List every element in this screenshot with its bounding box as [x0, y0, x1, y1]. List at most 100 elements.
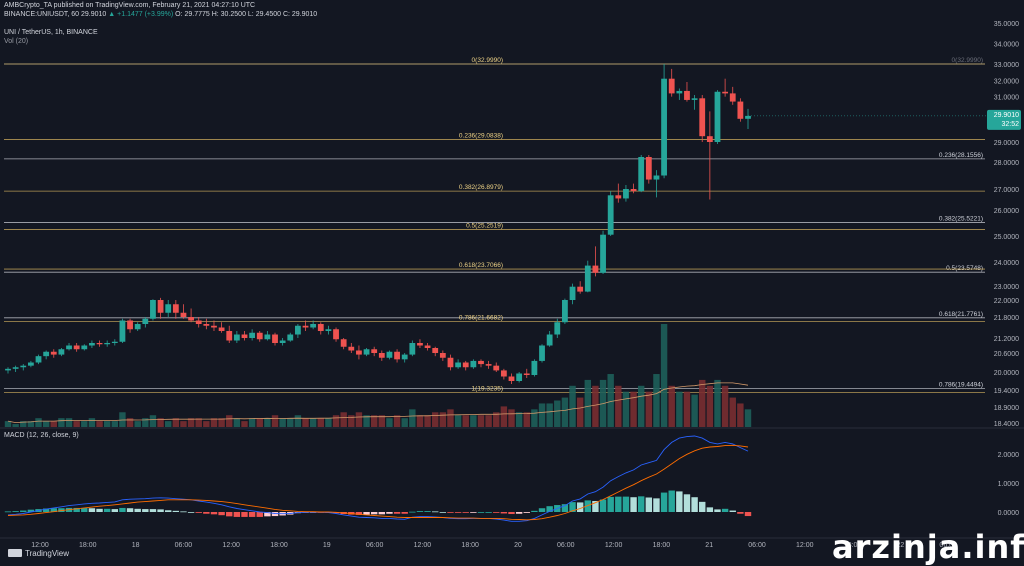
- candle-body: [607, 195, 614, 235]
- macd-histogram-bar: [172, 510, 180, 512]
- price-tick-label: 18.4000: [994, 421, 1019, 428]
- candle-body: [546, 334, 553, 346]
- volume-bar: [615, 385, 622, 427]
- macd-histogram-bar: [264, 512, 271, 517]
- volume-bar: [584, 379, 591, 427]
- candle-body: [363, 349, 370, 355]
- volume-bar: [187, 418, 195, 427]
- time-tick-label: 12:00: [605, 542, 623, 549]
- volume-bar: [462, 415, 469, 427]
- candle-body: [81, 345, 88, 350]
- volume-bar: [12, 424, 19, 427]
- candle-body: [409, 343, 416, 355]
- fib-label-yellow: 0.618(23.7066): [459, 262, 503, 269]
- price-badge: [987, 109, 1021, 130]
- candle-body: [417, 343, 423, 346]
- candle-body: [249, 332, 256, 338]
- quote-prefix: BINANCE:UNIUSDT, 60 29.9010: [4, 11, 109, 18]
- macd-histogram-bar: [493, 512, 500, 513]
- macd-histogram-bar: [607, 496, 614, 512]
- candle-body: [43, 351, 50, 357]
- macd-histogram-bar: [203, 512, 210, 514]
- macd-histogram-bar: [645, 497, 653, 512]
- volume-bar: [157, 418, 164, 427]
- candle-body: [172, 304, 179, 313]
- macd-histogram-bar: [508, 512, 515, 515]
- candle-body: [165, 304, 172, 313]
- macd-histogram-bar: [653, 498, 660, 512]
- volume-bar: [264, 418, 271, 427]
- candle-body: [539, 345, 545, 361]
- candle-body: [676, 90, 683, 94]
- volume-bar: [477, 415, 485, 427]
- candle-body: [241, 334, 248, 338]
- candle-body: [478, 360, 484, 365]
- macd-histogram-bar: [699, 501, 706, 512]
- candle-body: [302, 325, 309, 328]
- candle-body: [691, 98, 698, 100]
- fib-label-yellow: 0(32.9990): [472, 57, 503, 64]
- candle-body: [645, 157, 652, 180]
- volume-bar: [523, 412, 530, 427]
- brand-label: TradingView: [25, 549, 70, 558]
- price-tick-label: 31.0000: [994, 95, 1019, 102]
- volume-bar: [81, 421, 88, 427]
- volume-bar: [103, 421, 111, 427]
- macd-histogram-bar: [523, 512, 530, 513]
- volume-bar: [88, 418, 96, 427]
- macd-histogram-bar: [683, 494, 691, 512]
- volume-bar: [546, 403, 553, 427]
- candle-body: [623, 189, 629, 199]
- price-tick-label: 21.8000: [994, 315, 1019, 322]
- candle-body: [432, 348, 439, 353]
- candle-body: [424, 345, 431, 348]
- macd-histogram-bar: [462, 512, 469, 513]
- fib-label-white: 0(32.9990): [952, 57, 983, 64]
- macd-histogram-bar: [729, 510, 736, 512]
- volume-bar: [592, 385, 599, 427]
- tradingview-brand[interactable]: TradingView: [8, 549, 69, 558]
- price-tick-label: 32.0000: [994, 78, 1019, 85]
- volume-bar: [165, 421, 172, 427]
- volume-bar: [401, 418, 408, 427]
- candle-body: [401, 354, 408, 360]
- volume-bar: [691, 394, 698, 427]
- macd-histogram-bar: [363, 512, 370, 515]
- candle-body: [447, 357, 454, 368]
- volume-bar: [515, 412, 523, 427]
- volume-bar: [424, 415, 431, 427]
- candle-body: [493, 365, 500, 371]
- macd-histogram-bar: [721, 508, 729, 512]
- macd-indicator-label[interactable]: MACD (12, 26, close, 9): [4, 432, 79, 439]
- price-tick-label: 27.0000: [994, 187, 1019, 194]
- volume-bar: [348, 415, 355, 427]
- volume-bar: [607, 374, 614, 427]
- volume-bar: [340, 412, 347, 427]
- volume-bar: [416, 415, 424, 427]
- macd-histogram-bar: [599, 499, 607, 512]
- volume-bar: [203, 421, 210, 427]
- candle-body: [516, 373, 523, 381]
- macd-histogram-bar: [668, 490, 675, 512]
- candle-body: [554, 322, 561, 335]
- time-tick-label: 18:00: [79, 542, 97, 549]
- candle-body: [348, 346, 355, 351]
- macd-histogram-bar: [660, 492, 668, 512]
- candle-body: [729, 93, 736, 102]
- volume-indicator-label[interactable]: Vol (20): [4, 38, 29, 45]
- volume-bar: [500, 406, 508, 427]
- time-tick-label: 06:00: [939, 542, 957, 549]
- macd-histogram-bar: [637, 496, 645, 512]
- time-tick-label: 12:00: [222, 542, 240, 549]
- fib-label-white: 0.786(19.4494): [939, 382, 983, 389]
- macd-tick-label: 1.0000: [998, 481, 1020, 488]
- candle-body: [218, 327, 225, 331]
- time-tick-label: 12:00: [414, 542, 432, 549]
- volume-bar: [271, 415, 279, 427]
- candle-body: [73, 345, 80, 350]
- symbol-title[interactable]: UNI / TetherUS, 1h, BINANCE: [4, 29, 98, 36]
- price-badge-value: 29.9010: [994, 112, 1019, 119]
- candle-body: [20, 365, 27, 368]
- macd-histogram-bar: [592, 500, 599, 512]
